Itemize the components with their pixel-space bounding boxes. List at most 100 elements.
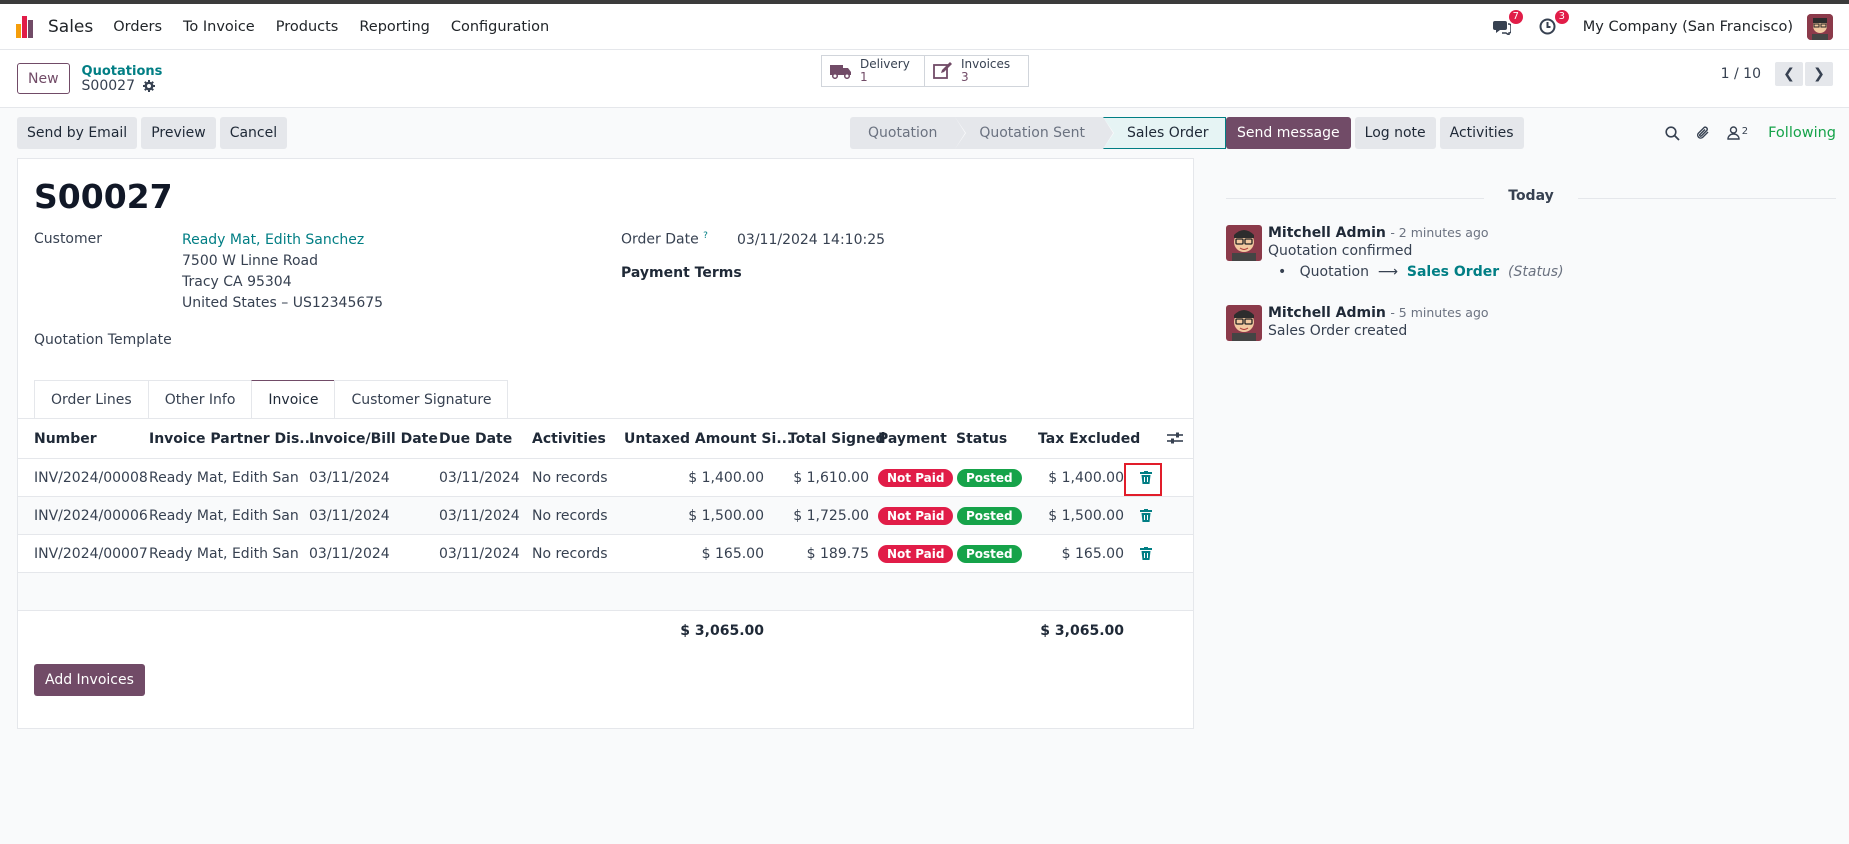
payment-badge: Not Paid [878, 544, 954, 563]
cancel-button[interactable]: Cancel [219, 117, 288, 149]
optional-columns-toggle-icon[interactable] [1167, 431, 1183, 445]
invoices-smart-button[interactable]: Invoices 3 [925, 55, 1029, 87]
log-note-button[interactable]: Log note [1354, 117, 1436, 149]
pager-previous-button[interactable]: ❮ [1775, 62, 1803, 86]
tab-customer-signature[interactable]: Customer Signature [334, 380, 509, 418]
col-total[interactable]: Total Signed [788, 430, 886, 447]
paperclip-icon[interactable] [1696, 125, 1711, 141]
menu-reporting[interactable]: Reporting [359, 18, 430, 35]
highlight-box [1124, 463, 1162, 496]
status-badge: Posted [957, 468, 1022, 487]
stage-quotation[interactable]: Quotation [850, 117, 967, 149]
total-untaxed: $ 3,065.00 [680, 622, 764, 639]
activities-button[interactable]: Activities [1439, 117, 1524, 149]
cell-partner: Ready Mat, Edith San... [149, 469, 299, 486]
activity-menu[interactable]: 3 [1537, 9, 1569, 38]
menu-orders[interactable]: Orders [113, 18, 163, 35]
chatter-topbar: Send message Log note Activities 2 Follo… [1226, 117, 1836, 149]
help-tooltip-icon[interactable]: ? [703, 231, 708, 241]
table-row[interactable]: INV/2024/00007 Ready Mat, Edith San... 0… [18, 534, 1193, 572]
trash-icon[interactable] [1140, 547, 1152, 560]
cell-partner: Ready Mat, Edith San... [149, 507, 299, 524]
sales-app-icon[interactable] [16, 15, 38, 38]
breadcrumb-quotations[interactable]: Quotations [81, 63, 163, 79]
tracking-change: • Quotation ⟶ Sales Order (Status) [1278, 262, 1564, 283]
col-number[interactable]: Number [34, 430, 97, 447]
menu-products[interactable]: Products [275, 18, 339, 35]
tab-other-info[interactable]: Other Info [147, 380, 253, 418]
activities-badge: 3 [1554, 9, 1569, 24]
col-payment[interactable]: Payment [878, 430, 947, 447]
col-partner[interactable]: Invoice Partner Dis... [149, 430, 316, 447]
app-name[interactable]: Sales [48, 16, 94, 37]
cell-number: INV/2024/00007 [34, 545, 148, 562]
delivery-smart-button[interactable]: Delivery 1 [821, 55, 925, 87]
followers-button[interactable]: 2 [1727, 126, 1748, 140]
invoices-label: Invoices [961, 57, 1011, 71]
col-invoice-date[interactable]: Invoice/Bill Date [309, 430, 438, 447]
main-navbar: Sales Orders To Invoice Products Reporti… [0, 4, 1849, 50]
table-row[interactable]: INV/2024/00006 Ready Mat, Edith San... 0… [18, 496, 1193, 534]
cell-total: $ 189.75 [806, 545, 869, 562]
statusbar: Quotation Quotation Sent Sales Order [850, 117, 1226, 149]
trash-icon[interactable] [1140, 471, 1152, 484]
search-icon[interactable] [1665, 125, 1680, 141]
tab-invoice[interactable]: Invoice [251, 380, 336, 418]
col-tax-excluded[interactable]: Tax Excluded [1038, 430, 1141, 447]
messaging-menu[interactable]: 7 [1491, 9, 1523, 38]
followers-count: 2 [1741, 126, 1749, 137]
status-badge: Posted [957, 506, 1022, 525]
cell-total: $ 1,725.00 [793, 507, 869, 524]
pager-value[interactable]: 1 / 10 [1720, 66, 1761, 82]
menu-to-invoice[interactable]: To Invoice [183, 18, 255, 35]
col-status[interactable]: Status [956, 430, 1008, 447]
send-message-button[interactable]: Send message [1226, 117, 1351, 149]
col-untaxed[interactable]: Untaxed Amount Si... [624, 430, 793, 447]
cell-untaxed: $ 165.00 [701, 545, 764, 562]
payment-terms-label: Payment Terms [621, 265, 742, 281]
message-author[interactable]: Mitchell Admin [1268, 305, 1386, 321]
quotation-template-label: Quotation Template [34, 332, 172, 348]
cell-due-date: 03/11/2024 [439, 507, 520, 524]
cell-due-date: 03/11/2024 [439, 545, 520, 562]
cell-due-date: 03/11/2024 [439, 469, 520, 486]
page-title: S00027 [34, 177, 173, 216]
avatar[interactable] [1226, 305, 1262, 341]
preview-button[interactable]: Preview [141, 117, 216, 149]
address-line-3: United States – US12345675 [182, 295, 384, 311]
stage-sales-order[interactable]: Sales Order [1103, 117, 1226, 149]
smart-buttons: Delivery 1 Invoices 3 [821, 55, 1029, 87]
trash-icon[interactable] [1140, 509, 1152, 522]
gear-icon[interactable] [142, 80, 155, 92]
message-body: Quotation confirmed [1268, 243, 1413, 259]
following-button[interactable]: Following [1768, 125, 1836, 141]
col-due-date[interactable]: Due Date [439, 430, 513, 447]
payment-badge: Not Paid [878, 506, 954, 525]
menu-configuration[interactable]: Configuration [450, 18, 550, 35]
table-row[interactable]: INV/2024/00008 Ready Mat, Edith San... 0… [18, 458, 1193, 496]
cell-activities: No records [532, 507, 608, 524]
top-strip [0, 0, 1849, 4]
company-switcher[interactable]: My Company (San Francisco) [1582, 18, 1793, 35]
stage-quotation-sent[interactable]: Quotation Sent [955, 117, 1114, 149]
add-invoices-button[interactable]: Add Invoices [34, 664, 145, 696]
table-header: Number Invoice Partner Dis... Invoice/Bi… [18, 418, 1193, 458]
tab-order-lines[interactable]: Order Lines [34, 380, 149, 418]
cell-tax-excluded: $ 1,400.00 [1048, 469, 1124, 486]
chat-icon [1492, 20, 1511, 35]
breadcrumb-current: S00027 [82, 78, 163, 94]
send-by-email-button[interactable]: Send by Email [17, 117, 138, 149]
avatar[interactable] [1226, 225, 1262, 261]
order-date-value[interactable]: 03/11/2024 14:10:25 [737, 232, 886, 248]
pager-next-button[interactable]: ❯ [1805, 62, 1833, 86]
message-time: - 2 minutes ago [1390, 225, 1489, 240]
user-avatar[interactable] [1807, 13, 1833, 40]
cell-tax-excluded: $ 1,500.00 [1048, 507, 1124, 524]
message-author[interactable]: Mitchell Admin [1268, 225, 1386, 241]
payment-badge: Not Paid [878, 468, 954, 487]
col-activities[interactable]: Activities [532, 430, 606, 447]
new-button[interactable]: New [17, 63, 70, 94]
cell-total: $ 1,610.00 [793, 469, 869, 486]
customer-link[interactable]: Ready Mat, Edith Sanchez [182, 232, 365, 248]
arrow-right-icon: ⟶ [1377, 264, 1398, 280]
